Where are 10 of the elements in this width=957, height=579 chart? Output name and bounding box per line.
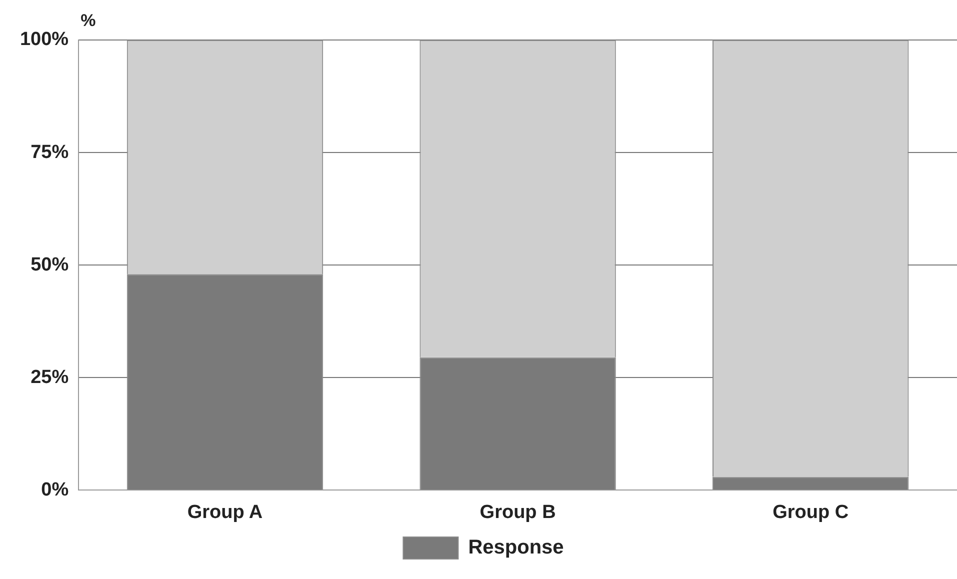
legend-label: Response [468,536,564,559]
y-axis-title: % [80,11,96,30]
x-tick-label: Group B [480,502,556,523]
y-tick-label: 50% [30,254,69,276]
y-tick-label: 25% [30,366,69,388]
y-tick-label: 0% [41,479,69,500]
x-tick-label: Group A [187,502,263,523]
x-tick-label: Group C [772,502,849,523]
y-tick-label: 100% [20,29,69,50]
y-tick-label: 75% [30,142,69,163]
